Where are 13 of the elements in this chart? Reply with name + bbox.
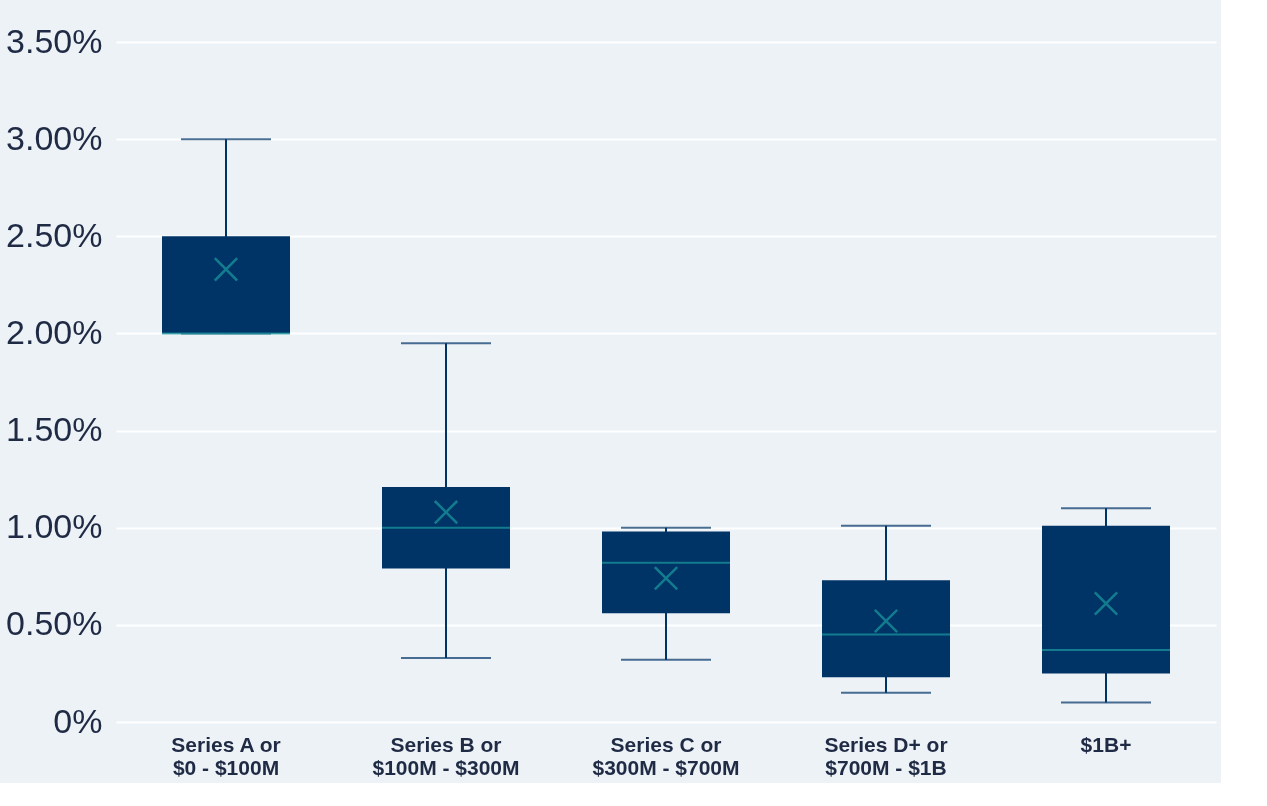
x-tick-label: Series A or $0 - $100M (171, 732, 281, 779)
y-tick-label: 3.00% (6, 118, 103, 157)
x-tick-label: Series B or $100M - $300M (372, 732, 520, 779)
y-tick-label: 0.50% (6, 604, 103, 643)
x-tick-label: Series D+ or $700M - $1B (824, 732, 948, 779)
y-tick-label: 0% (53, 701, 103, 740)
x-tick-label: $1B+ (1080, 732, 1132, 756)
y-tick-label: 2.00% (6, 312, 103, 351)
y-tick-label: 3.50% (6, 21, 103, 60)
y-tick-label: 1.00% (6, 507, 103, 546)
y-tick-label: 2.50% (6, 215, 103, 254)
x-tick-label: Series C or $300M - $700M (592, 732, 740, 779)
y-tick-label: 1.50% (6, 410, 103, 449)
